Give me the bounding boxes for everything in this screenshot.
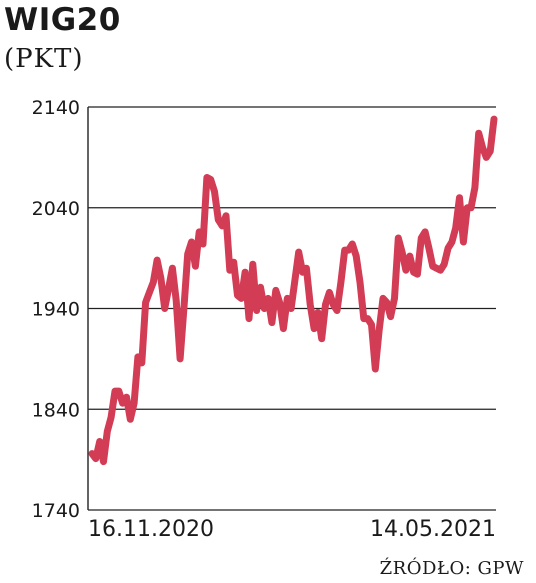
source-note: ŹRÓDŁO: GPW (379, 558, 524, 579)
chart-title: WIG20 (4, 2, 121, 38)
y-tick-label: 1940 (32, 299, 80, 321)
series-layer (88, 115, 498, 466)
wig20-series-line (88, 115, 498, 466)
y-tick-label: 1840 (32, 399, 80, 421)
unit-label: (PKT) (4, 44, 84, 74)
y-tick-label: 2040 (32, 198, 80, 220)
x-tick-label: 16.11.2020 (88, 517, 214, 542)
y-axis-ticks: 1740 1840 1940 2040 2140 (32, 97, 80, 522)
x-tick-label: 14.05.2021 (370, 517, 496, 542)
y-tick-label: 2140 (32, 97, 80, 119)
y-tick-label: 1740 (32, 500, 80, 522)
x-axis-ticks: 16.11.2020 14.05.2021 (88, 517, 496, 542)
